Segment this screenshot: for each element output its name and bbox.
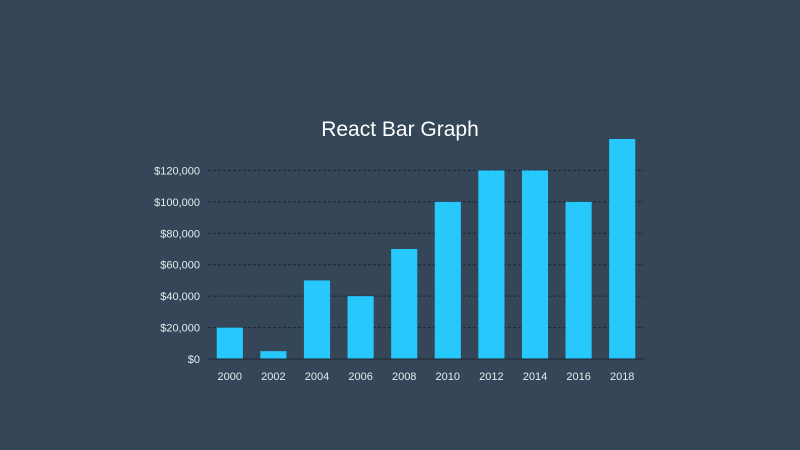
y-tick-label: $60,000 (160, 260, 200, 272)
y-tick-label: $100,000 (154, 197, 200, 209)
bar (347, 296, 374, 359)
x-tick-labels: 2000 2002 2004 2006 2008 2010 2012 2014 2016 2018 (218, 371, 635, 383)
bar (565, 201, 592, 359)
chart-title: React Bar Graph (321, 118, 479, 141)
bar (391, 249, 418, 359)
bar (303, 280, 331, 359)
x-tick-label: 2012 (479, 371, 503, 383)
grid-lines (208, 169, 644, 329)
x-tick-label: 2010 (436, 371, 460, 383)
x-tick-label: 2008 (392, 371, 416, 383)
y-tick-label: $80,000 (160, 228, 200, 240)
bar (216, 327, 243, 359)
y-tick-label: $20,000 (160, 323, 200, 335)
x-tick-label: 2014 (523, 371, 547, 383)
x-tick-label: 2018 (610, 371, 634, 383)
y-tick-label: $40,000 (160, 291, 200, 303)
y-tick-label: $0 (188, 354, 200, 366)
y-tick-label: $120,000 (154, 165, 200, 177)
x-tick-label: 2002 (261, 371, 285, 383)
bar (434, 201, 461, 359)
bar (478, 170, 505, 359)
x-tick-label: 2004 (305, 371, 329, 383)
y-tick-labels: $0 $20,000 $40,000 $60,000 $80,000 $100,000 $1… (154, 165, 200, 366)
x-tick-label: 2000 (218, 371, 242, 383)
x-tick-label: 2016 (566, 371, 590, 383)
bar (521, 170, 549, 359)
bar (609, 139, 636, 359)
bars (216, 139, 636, 359)
bar (260, 351, 287, 359)
x-tick-label: 2006 (348, 371, 372, 383)
